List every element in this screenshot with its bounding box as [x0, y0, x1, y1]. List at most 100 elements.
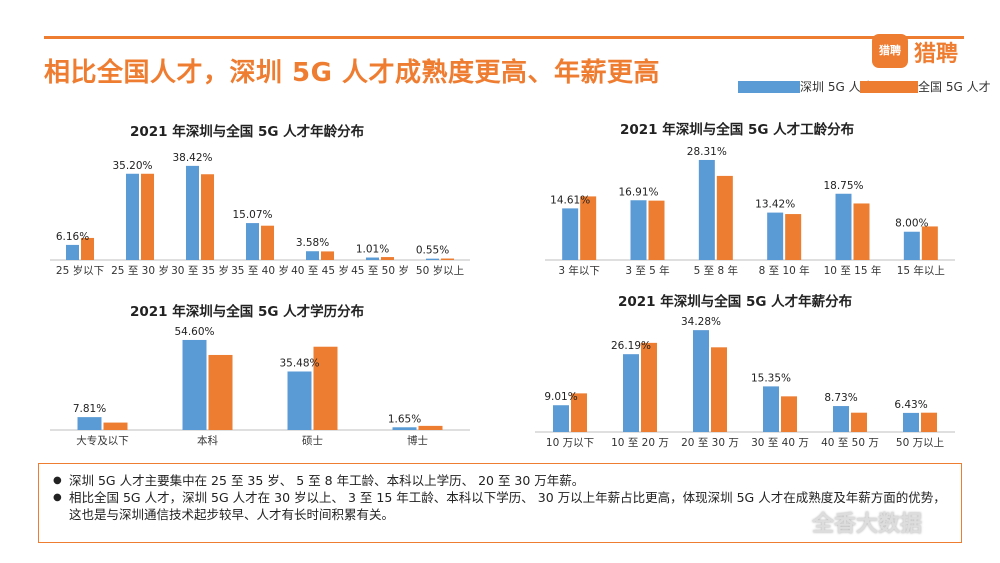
- summary-note-text: 深圳 5G 人才主要集中在 25 至 35 岁、 5 至 8 年工龄、本科以上学…: [69, 473, 585, 488]
- category-label: 8 至 10 年: [759, 264, 810, 277]
- category-label: 30 至 40 万: [751, 437, 809, 449]
- chart-title-age: 2021 年深圳与全国 5G 人才年龄分布: [130, 124, 365, 140]
- bar-shenzhen: [562, 208, 579, 260]
- summary-box: ● 深圳 5G 人才主要集中在 25 至 35 岁、 5 至 8 年工龄、本科以…: [38, 463, 962, 543]
- category-label: 大专及以下: [76, 434, 129, 447]
- chart-title-education: 2021 年深圳与全国 5G 人才学历分布: [130, 304, 365, 320]
- bar-shenzhen: [66, 244, 79, 260]
- bar-national: [103, 422, 128, 430]
- bar-national: [648, 200, 665, 260]
- chart-age: 6.16% 25 岁以下 35.20% 25 至 30 岁 38.42% 30 至 35 …: [50, 140, 470, 280]
- data-label: 8.73%: [824, 392, 857, 404]
- data-label: 35.48%: [279, 357, 319, 369]
- category-label: 硕士: [302, 434, 323, 447]
- category-label: 25 岁以下: [56, 264, 104, 277]
- bar-shenzhen: [182, 339, 207, 430]
- chart-age-svg: 6.16% 25 岁以下 35.20% 25 至 30 岁 38.42% 30 至 35 …: [50, 152, 470, 277]
- summary-note-2: ● 相比全国 5G 人才，深圳 5G 人才在 30 岁以上、 3 至 15 年工…: [53, 489, 947, 523]
- category-label: 30 至 35 岁: [171, 264, 229, 277]
- data-label: 35.20%: [112, 160, 152, 172]
- liepin-logo: 猎聘 猎聘: [872, 32, 972, 72]
- category-label: 35 至 40 岁: [231, 264, 289, 277]
- data-label: 26.19%: [611, 340, 651, 352]
- page-title: 相比全国人才，深圳 5G 人才成熟度更高、年薪更高: [44, 58, 661, 88]
- chart-title-experience: 2021 年深圳与全国 5G 人才工龄分布: [620, 122, 855, 138]
- bar-shenzhen: [833, 406, 849, 432]
- data-label: 15.07%: [232, 209, 272, 221]
- bar-shenzhen: [903, 412, 919, 432]
- category-label: 50 万以上: [896, 437, 944, 449]
- bar-national: [261, 225, 274, 260]
- category-label: 10 至 15 年: [824, 264, 882, 277]
- chart-title-salary: 2021 年深圳与全国 5G 人才年薪分布: [618, 294, 853, 310]
- category-label: 5 至 8 年: [694, 264, 738, 277]
- bar-shenzhen: [126, 173, 139, 260]
- data-label: 28.31%: [687, 146, 727, 158]
- chart-education-svg: 7.81% 大专及以下 54.60% 本科 35.48% 硕士 1.65% 博士: [50, 326, 470, 447]
- data-label: 14.61%: [550, 194, 590, 206]
- bar-national: [418, 425, 443, 430]
- summary-note-1: ● 深圳 5G 人才主要集中在 25 至 35 岁、 5 至 8 年工龄、本科以…: [53, 472, 947, 489]
- bar-national: [208, 354, 233, 430]
- chart-salary: 9.01% 10 万以下 26.19% 10 至 20 万 34.28% 20 至 30 …: [535, 310, 955, 452]
- chart-salary-svg: 9.01% 10 万以下 26.19% 10 至 20 万 34.28% 20 至 30 …: [535, 316, 955, 449]
- data-label: 9.01%: [544, 391, 577, 403]
- bar-shenzhen: [246, 223, 259, 260]
- data-label: 3.58%: [296, 237, 329, 249]
- data-label: 7.81%: [73, 403, 106, 415]
- legend-label-shenzhen: 深圳 5G 人才: [800, 80, 873, 94]
- bullet-icon: ●: [53, 492, 62, 503]
- data-label: 54.60%: [174, 326, 214, 338]
- bar-national: [716, 175, 733, 260]
- category-label: 博士: [407, 434, 428, 447]
- bar-national: [201, 174, 214, 260]
- summary-note-text: 相比全国 5G 人才，深圳 5G 人才在 30 岁以上、 3 至 15 年工龄、…: [69, 490, 946, 522]
- bar-shenzhen: [553, 405, 569, 432]
- bar-national: [785, 214, 802, 260]
- bar-shenzhen: [186, 165, 199, 260]
- category-label: 50 岁以上: [416, 264, 464, 277]
- bar-shenzhen: [623, 354, 639, 432]
- data-label: 15.35%: [751, 372, 791, 384]
- data-label: 18.75%: [823, 180, 863, 192]
- bar-national: [641, 342, 657, 432]
- bar-national: [313, 346, 338, 430]
- bar-shenzhen: [287, 371, 312, 430]
- category-label: 本科: [197, 434, 218, 447]
- bar-national: [580, 196, 597, 260]
- data-label: 8.00%: [895, 218, 928, 230]
- data-label: 6.16%: [56, 231, 89, 243]
- bar-national: [853, 203, 870, 260]
- chart-education: 7.81% 大专及以下 54.60% 本科 35.48% 硕士 1.65% 博士: [50, 318, 470, 450]
- bar-national: [381, 257, 394, 260]
- legend-swatch-shenzhen: [738, 80, 800, 93]
- category-label: 3 年以下: [558, 264, 600, 277]
- category-label: 15 年以上: [897, 264, 945, 277]
- data-label: 38.42%: [172, 152, 212, 164]
- watermark: 全香大数据: [812, 512, 923, 537]
- bar-shenzhen: [835, 193, 852, 260]
- category-label: 10 至 20 万: [611, 437, 669, 449]
- data-label: 34.28%: [681, 316, 721, 328]
- data-label: 1.65%: [388, 413, 421, 425]
- category-label: 3 至 5 年: [625, 264, 669, 277]
- bar-shenzhen: [698, 159, 715, 260]
- bar-national: [851, 412, 867, 432]
- bar-national: [921, 412, 937, 432]
- category-label: 20 至 30 万: [681, 437, 739, 449]
- title-accent-line: [44, 36, 964, 39]
- category-label: 25 至 30 岁: [111, 264, 169, 277]
- category-label: 40 至 45 岁: [291, 264, 349, 277]
- legend-shenzhen: 深圳 5G 人才: [738, 78, 873, 95]
- bar-shenzhen: [763, 386, 779, 432]
- bar-national: [571, 393, 587, 432]
- bar-national: [441, 258, 454, 260]
- data-label: 16.91%: [618, 186, 658, 198]
- bar-shenzhen: [903, 231, 920, 260]
- bar-shenzhen: [630, 200, 647, 260]
- data-label: 1.01%: [356, 244, 389, 256]
- bar-shenzhen: [426, 258, 439, 260]
- legend-label-national: 全国 5G 人才: [918, 80, 991, 94]
- chart-experience: 14.61% 3 年以下 16.91% 3 至 5 年 28.31% 5 至 8 年 13.…: [545, 140, 955, 280]
- category-label: 45 至 50 岁: [351, 264, 409, 277]
